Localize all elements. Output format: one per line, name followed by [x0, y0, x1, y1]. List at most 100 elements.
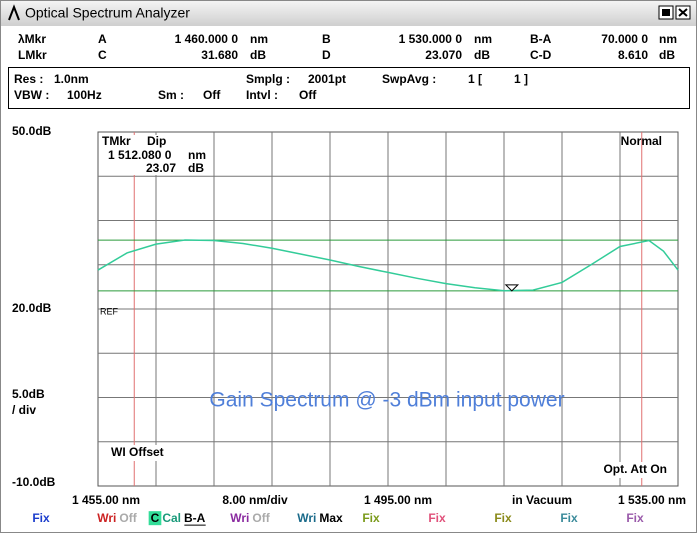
- trace-label: Wri Max: [297, 511, 343, 525]
- label: SwpAvg :: [382, 72, 436, 86]
- label: D: [322, 48, 331, 62]
- trace-label: Fix: [428, 511, 446, 525]
- settings-box: [8, 67, 690, 109]
- value: Off: [203, 88, 221, 102]
- trace-label-part: Fix: [626, 511, 644, 525]
- trace-label: Fix: [626, 511, 644, 525]
- tmkr-title: TMkr: [102, 134, 131, 148]
- trace-button[interactable]: Wri Off: [97, 511, 137, 525]
- label: λMkr: [18, 32, 46, 46]
- value: 1 [: [468, 72, 482, 86]
- window-title: Optical Spectrum Analyzer: [25, 5, 190, 21]
- marker-panel: λMkr A 1 460.000 0 nm B 1 530.000 0 nm B…: [18, 32, 677, 62]
- trace: [97, 239, 679, 292]
- trace-label: Fix: [560, 511, 578, 525]
- tmkr-mode: Dip: [147, 134, 166, 148]
- value: 1 ]: [514, 72, 528, 86]
- trace-label-part: Wri: [97, 511, 116, 525]
- trace-label-part: Max: [319, 511, 343, 525]
- trace-button[interactable]: Fix: [362, 511, 380, 525]
- unit: nm: [659, 32, 677, 46]
- close-icon: [678, 8, 688, 17]
- value: 31.680: [201, 48, 238, 62]
- label: VBW :: [14, 88, 49, 102]
- trace-label-part: Fix: [428, 511, 446, 525]
- trace-label-part: Off: [252, 511, 270, 525]
- trace-highlight: [148, 511, 162, 526]
- x-tick-label: 1 535.00 nm: [618, 493, 686, 507]
- trace-label-part: Fix: [494, 511, 512, 525]
- x-tick-label: 1 495.00 nm: [364, 493, 432, 507]
- trace-label: Fix: [32, 511, 50, 525]
- offset-label: WI Offset: [111, 445, 164, 459]
- value: 1 460.000 0: [175, 32, 239, 46]
- label: B: [322, 32, 331, 46]
- tmkr-x: 1 512.080 0: [108, 148, 172, 162]
- restore-icon: [662, 9, 670, 16]
- span-div-label: 8.00 nm/div: [222, 493, 288, 507]
- per-div-label: / div: [12, 403, 36, 417]
- trace-label-part: Fix: [362, 511, 380, 525]
- trace-label-part: Off: [119, 511, 137, 525]
- mode-label: Normal: [621, 134, 662, 148]
- trace-label: Wri Off: [230, 511, 270, 525]
- trace-label: Fix: [362, 511, 380, 525]
- label: Sm :: [158, 88, 184, 102]
- plot-title: Gain Spectrum @ -3 dBm input power: [209, 389, 564, 412]
- trace-label-part: C: [151, 511, 160, 525]
- trace-label-part: Wri: [297, 511, 316, 525]
- value: 100Hz: [67, 88, 102, 102]
- trace-button[interactable]: Fix: [626, 511, 644, 525]
- trace-marker: [504, 284, 520, 292]
- trace-label-part: Wri: [230, 511, 249, 525]
- tmkr-bg: [100, 135, 210, 175]
- trace-label-part: Fix: [32, 511, 50, 525]
- trace-button[interactable]: Wri Max: [297, 511, 343, 525]
- offset-bg: [108, 445, 172, 461]
- value: 8.610: [618, 48, 648, 62]
- title-bar: [1, 1, 696, 26]
- scale-label: 5.0dB: [12, 387, 45, 401]
- unit: nm: [474, 32, 492, 46]
- label: LMkr: [18, 48, 47, 62]
- trace-label: C Cal B-A: [151, 511, 206, 525]
- att-label: Opt. Att On: [603, 462, 667, 476]
- trace-button[interactable]: Fix: [494, 511, 512, 525]
- unit: dB: [250, 48, 266, 62]
- label: Intvl :: [246, 88, 278, 102]
- trace-button[interactable]: Fix: [560, 511, 578, 525]
- trace-button[interactable]: Fix: [428, 511, 446, 525]
- unit: nm: [250, 32, 268, 46]
- trace-label-part: B-A: [184, 511, 206, 525]
- label: A: [98, 32, 107, 46]
- label: Res :: [14, 72, 43, 86]
- y-tick-label: 20.0dB: [12, 301, 52, 315]
- att-bg: [594, 462, 670, 478]
- x-tick-label: 1 455.00 nm: [72, 493, 140, 507]
- value: 2001pt: [308, 72, 346, 86]
- value: 1 530.000 0: [399, 32, 463, 46]
- label: C: [98, 48, 107, 62]
- trace-button[interactable]: C Cal B-A: [148, 511, 206, 526]
- medium-label: in Vacuum: [512, 493, 572, 507]
- tmkr-y-unit: dB: [188, 161, 204, 175]
- settings-panel: Res : 1.0nm Smplg : 2001pt SwpAvg : 1 [ …: [8, 67, 690, 109]
- value: 1.0nm: [54, 72, 89, 86]
- label: Smplg :: [246, 72, 290, 86]
- trace-label: Fix: [494, 511, 512, 525]
- ref-label: REF: [100, 306, 119, 316]
- app-icon: [8, 4, 20, 21]
- value: 70.000 0: [601, 32, 648, 46]
- value: 23.070: [425, 48, 462, 62]
- value: Off: [299, 88, 317, 102]
- trace-button[interactable]: Fix: [32, 511, 50, 525]
- y-tick-label: 50.0dB: [12, 124, 52, 138]
- label: B-A: [530, 32, 552, 46]
- trace-label: Wri Off: [97, 511, 137, 525]
- unit: dB: [474, 48, 490, 62]
- tmkr-y: 23.07: [146, 161, 176, 175]
- unit: dB: [659, 48, 675, 62]
- trace-label-part: Fix: [560, 511, 578, 525]
- trace-button[interactable]: Wri Off: [230, 511, 270, 525]
